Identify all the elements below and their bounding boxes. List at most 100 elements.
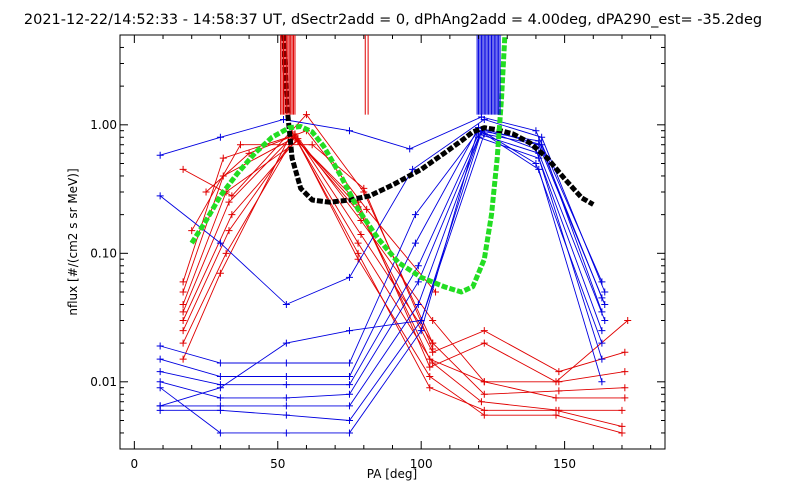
series-9-point-2 xyxy=(308,141,316,149)
series-5-point-5 xyxy=(480,327,488,335)
series-2-point-3 xyxy=(354,239,362,247)
series-19-line xyxy=(159,127,603,434)
series-16-point-2 xyxy=(282,394,290,402)
series-7-point-7 xyxy=(624,317,632,325)
y-tick-label-0: 0.01 xyxy=(90,375,117,389)
series-20-point-7 xyxy=(601,300,609,308)
series-14-point-2 xyxy=(282,372,290,380)
series-15-point-0 xyxy=(156,368,164,376)
series-15-point-3 xyxy=(345,381,353,389)
series-16-point-1 xyxy=(216,394,224,402)
series-0-point-1 xyxy=(216,269,224,277)
series-7-point-5 xyxy=(480,339,488,347)
series-19-point-2 xyxy=(282,429,290,437)
chart-title: 2021-12-22/14:52:33 - 14:58:37 UT, dSect… xyxy=(24,12,762,28)
chart-marks xyxy=(156,35,632,437)
series-10-line xyxy=(205,130,436,293)
series-20-point-5 xyxy=(480,130,488,138)
series-17-line xyxy=(160,130,603,407)
series-2-line xyxy=(182,136,622,411)
series-7-point-4 xyxy=(426,363,434,371)
series-17-point-3 xyxy=(345,402,353,410)
series-19-point-7 xyxy=(598,355,606,363)
series-6-point-5 xyxy=(480,378,488,386)
series-12-point-0 xyxy=(156,192,164,200)
series-6-point-6 xyxy=(552,394,560,402)
series-22-green-curve xyxy=(189,35,508,295)
series-0-point-0 xyxy=(179,355,187,363)
series-12-point-4 xyxy=(409,165,417,173)
series-6-line xyxy=(182,136,625,399)
series-12-point-1 xyxy=(216,239,224,247)
series-20-point-6 xyxy=(535,141,543,149)
series-14-point-3 xyxy=(345,372,353,380)
series-17-point-2 xyxy=(282,402,290,410)
series-19-point-1 xyxy=(216,429,224,437)
series-11-point-0 xyxy=(156,151,164,159)
series-1-point-6 xyxy=(552,411,560,419)
series-18-point-3 xyxy=(345,416,353,424)
series-14-point-1 xyxy=(216,372,224,380)
series-5-line xyxy=(182,140,625,373)
series-0-point-3 xyxy=(354,249,362,257)
series-13-line xyxy=(160,130,603,364)
series-14-point-0 xyxy=(156,355,164,363)
series-19-point-4 xyxy=(417,327,425,335)
y-axis-label: nflux [#/(cm2 s sr MeV)] xyxy=(66,168,80,315)
series-9-point-3 xyxy=(360,184,368,192)
series-1-point-0 xyxy=(179,339,187,347)
series-17-point-7 xyxy=(598,339,606,347)
series-10-point-4 xyxy=(432,288,440,296)
series-18-line xyxy=(160,131,603,421)
series-17-point-6 xyxy=(532,159,540,167)
series-13-point-3 xyxy=(345,359,353,367)
series-16-point-0 xyxy=(156,378,164,386)
series-12-point-5 xyxy=(480,115,488,123)
series-20-point-1 xyxy=(216,384,224,392)
series-15-point-4 xyxy=(414,262,422,270)
series-4-point-3 xyxy=(357,217,365,225)
series-16-line xyxy=(160,136,603,399)
series-9-point-0 xyxy=(188,227,196,235)
series-15-point-7 xyxy=(601,317,609,325)
series-20-point-2 xyxy=(282,339,290,347)
series-5-point-6 xyxy=(555,368,563,376)
series-11-line xyxy=(160,116,603,282)
series-10-point-0 xyxy=(202,188,210,196)
series-3-point-7 xyxy=(621,384,629,392)
series-3-point-3 xyxy=(357,231,365,239)
series-9-line xyxy=(191,144,434,350)
series-12-point-3 xyxy=(345,273,353,281)
series-11-point-1 xyxy=(216,133,224,141)
y-tick-label-2: 1.00 xyxy=(90,118,117,132)
series-11-point-4 xyxy=(406,145,414,153)
series-4-point-7 xyxy=(621,368,629,376)
series-10-point-3 xyxy=(363,205,371,213)
series-6-point-7 xyxy=(621,394,629,402)
series-6-point-0 xyxy=(179,288,187,296)
series-11-point-3 xyxy=(345,127,353,135)
series-3-point-6 xyxy=(555,387,563,395)
series-2-point-1 xyxy=(225,227,233,235)
series-2-point-7 xyxy=(618,406,626,414)
series-16-point-3 xyxy=(345,390,353,398)
series-14-point-4 xyxy=(411,239,419,247)
series-10-point-1 xyxy=(245,149,253,157)
series-7-point-1 xyxy=(219,154,227,162)
series-9-point-1 xyxy=(236,141,244,149)
series-20-line xyxy=(160,133,606,407)
series-17-point-4 xyxy=(414,300,422,308)
x-tick-label-0: 0 xyxy=(131,457,139,471)
series-5-point-7 xyxy=(621,348,629,356)
series-1-point-1 xyxy=(222,249,230,257)
series-15-line xyxy=(160,133,606,386)
plot-frame xyxy=(119,34,666,450)
x-tick-label-3: 150 xyxy=(553,457,576,471)
series-20-point-0 xyxy=(156,402,164,410)
x-axis-label: PA [deg] xyxy=(367,467,417,481)
series-1-point-7 xyxy=(618,429,626,437)
series-16-point-7 xyxy=(598,327,606,335)
series-16-point-4 xyxy=(414,278,422,286)
series-8-point-0 xyxy=(179,165,187,173)
series-7-line xyxy=(182,135,628,383)
